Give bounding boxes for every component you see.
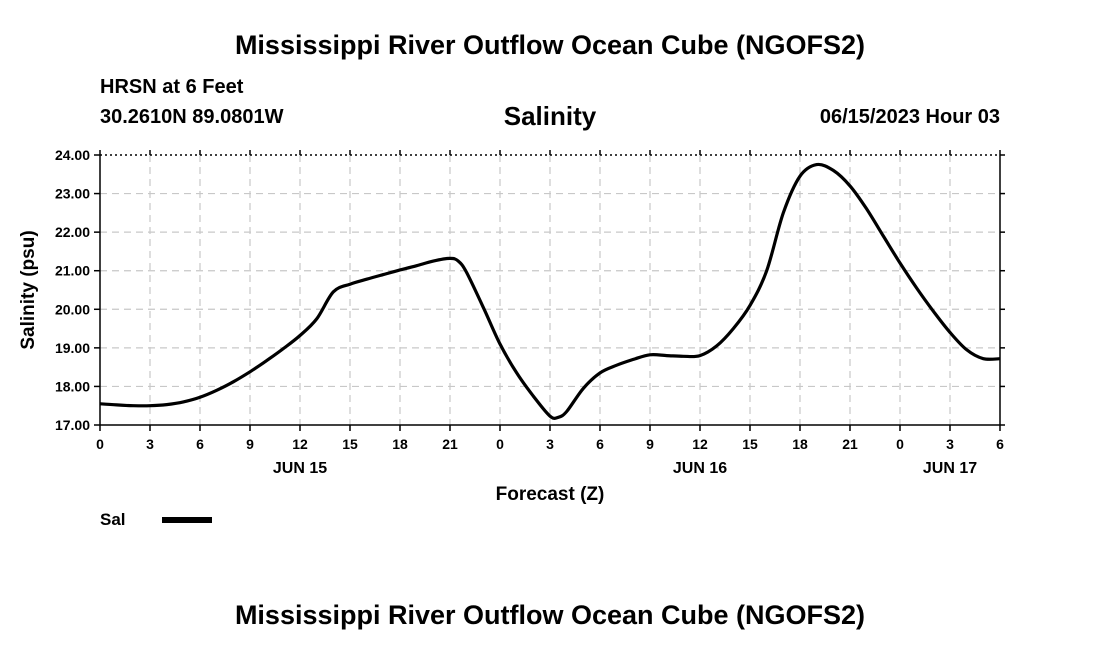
x-tick-label: 21: [442, 436, 458, 452]
day-label: JUN 16: [673, 460, 727, 477]
x-tick-label: 6: [996, 436, 1004, 452]
x-tick-label: 12: [292, 436, 308, 452]
x-tick-label: 9: [646, 436, 654, 452]
x-tick-label: 18: [392, 436, 408, 452]
x-tick-label: 12: [692, 436, 708, 452]
series-line-sal: [99, 162, 1001, 420]
y-tick-label: 24.00: [55, 147, 90, 163]
y-tick-label: 23.00: [55, 186, 90, 202]
x-tick-label: 0: [896, 436, 904, 452]
forecast-timestamp: 06/15/2023 Hour 03: [819, 106, 1000, 128]
y-tick-label: 18.00: [55, 378, 90, 394]
x-tick-label: 15: [742, 436, 758, 452]
y-tick-label: 17.00: [55, 417, 90, 433]
x-tick-label: 0: [496, 436, 504, 452]
y-tick-label: 19.00: [55, 340, 90, 356]
x-tick-label: 15: [342, 436, 358, 452]
x-tick-label: 3: [546, 436, 554, 452]
main-title: Mississippi River Outflow Ocean Cube (NG…: [234, 30, 866, 60]
x-tick-label: 3: [946, 436, 954, 452]
series-layer: [99, 162, 1001, 420]
x-tick-label: 6: [196, 436, 204, 452]
x-axis-label: Forecast (Z): [496, 484, 605, 505]
y-tick-label: 21.00: [55, 263, 90, 279]
day-label: JUN 17: [923, 460, 977, 477]
x-tick-label: 9: [246, 436, 254, 452]
y-tick-label: 22.00: [55, 224, 90, 240]
day-label: JUN 15: [273, 460, 327, 477]
y-axis-label: Salinity (psu): [18, 230, 39, 349]
x-tick-label: 21: [842, 436, 858, 452]
x-tick-label: 6: [596, 436, 604, 452]
y-tick-label: 20.00: [55, 301, 90, 317]
axes-layer: 0 3 6 9 12 15 18 21 0 3 6 9 12 15 18 21 0 3 6 17.00 18.00 19.…: [55, 147, 1005, 477]
footer-title: Mississippi River Outflow Ocean Cube (NG…: [234, 600, 866, 630]
station-label: HRSN at 6 Feet: [100, 76, 244, 98]
x-tick-label: 3: [146, 436, 154, 452]
station-coordinates: 30.2610N 89.0801W: [100, 106, 284, 128]
x-tick-label: 0: [96, 436, 104, 452]
legend-swatch: [162, 517, 212, 523]
grid-layer: [100, 155, 1000, 425]
x-tick-label: 18: [792, 436, 808, 452]
plot-title: Salinity: [503, 101, 597, 131]
legend-label: Sal: [100, 510, 126, 529]
